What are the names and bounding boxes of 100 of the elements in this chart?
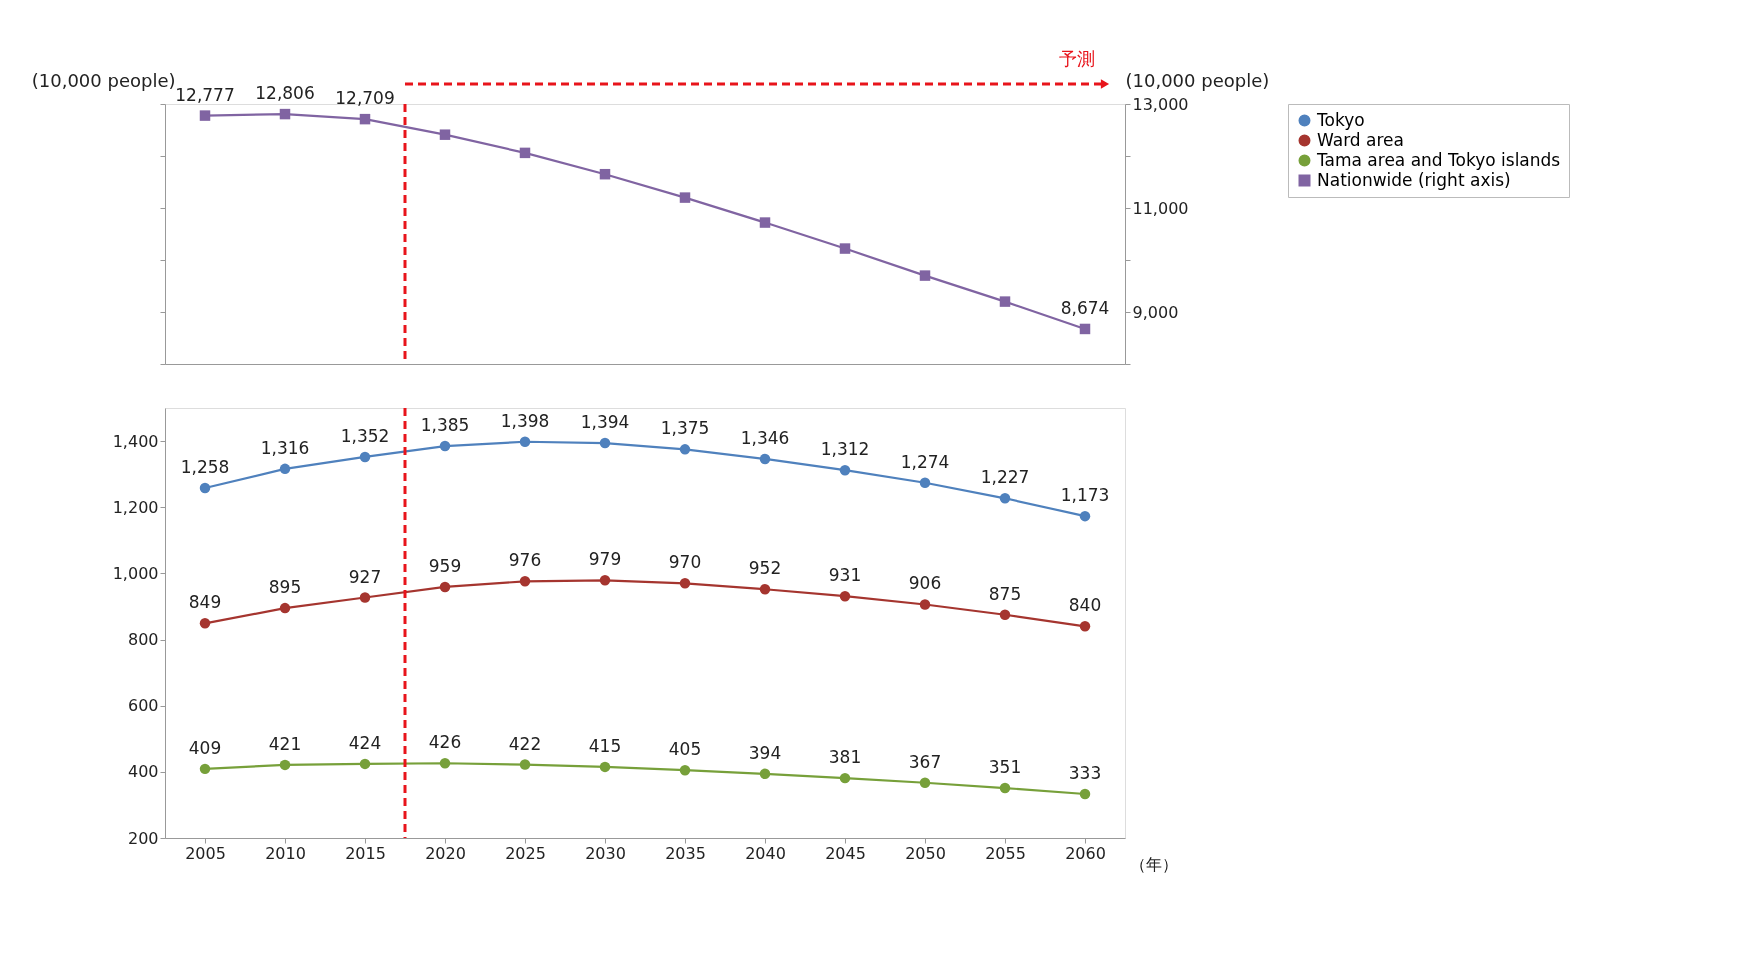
text: 9,000 [1132,302,1179,322]
data-label: 875 [988,583,1022,604]
y-tick-label: 1,000 [112,563,159,583]
point [919,270,931,281]
point [599,575,611,586]
point [679,764,691,776]
ref-line-label: 予測 [1059,48,1095,69]
data-label: 422 [508,733,542,754]
data-label: 1,398 [500,410,550,431]
legend-label: Tokyo [1316,109,1365,130]
data-label: 1,346 [740,427,790,448]
y-tick-label: 400 [127,762,159,782]
data-label: 979 [588,549,622,570]
x-tick-label: 2050 [905,843,946,863]
point [359,758,371,770]
x-tick-label: 2045 [825,843,866,863]
point [759,584,771,595]
point [919,477,931,488]
x-axis-title: （年） [1129,854,1178,874]
data-label: 931 [828,565,862,586]
data-label: 927 [348,566,382,587]
point [439,129,451,140]
x-tick-label: 2040 [745,843,786,863]
point [1079,788,1091,800]
data-label: 405 [668,739,702,760]
y-tick-label: 200 [127,828,159,848]
point [679,192,691,203]
y-tick-label: 600 [127,696,159,716]
data-label: 367 [908,751,942,772]
y-tick-label: 1,200 [112,497,159,517]
point [359,592,371,603]
point [279,463,291,475]
point [199,763,211,775]
data-label: 12,709 [335,88,395,109]
data-label: 959 [428,555,462,576]
data-label: 424 [348,732,382,753]
point [759,453,771,465]
data-label: 1,274 [900,451,950,472]
point [279,602,291,614]
data-label: 415 [588,735,622,756]
data-label: 421 [268,733,302,754]
point [599,761,611,773]
data-label: 1,316 [260,437,310,458]
x-tick-label: 2060 [1065,843,1106,863]
data-label: 1,227 [980,467,1030,488]
data-label: 394 [748,742,782,763]
y2-axis-title: (10,000 people) [1125,69,1270,91]
point [759,217,771,228]
point [759,768,771,780]
data-label: 1,173 [1060,485,1110,506]
point [199,618,211,629]
point [599,168,611,180]
point [199,110,211,121]
point [519,147,531,159]
point [999,296,1011,307]
x-tick-label: 2055 [985,843,1026,863]
data-label: 1,312 [820,439,870,460]
y-tick-label: 1,400 [112,431,159,451]
point [999,782,1011,794]
y-axis-title: (10,000 people) [31,69,176,91]
point [1079,323,1091,335]
point [919,777,931,788]
point [279,759,291,771]
data-label: 1,385 [420,415,470,436]
x-tick-label: 2020 [425,843,466,863]
point [1079,510,1091,522]
point [519,759,531,770]
x-tick-label: 2015 [345,843,386,863]
x-tick-label: 2030 [585,843,626,863]
point [439,758,451,769]
data-label: 351 [988,757,1022,778]
point [199,482,211,494]
data-label: 970 [668,552,702,573]
data-label: 426 [428,732,462,753]
data-label: 381 [828,747,862,768]
data-label: 12,777 [175,84,235,105]
point [359,113,371,125]
data-label: 1,352 [340,425,390,446]
x-tick-label: 2025 [505,843,546,863]
point [599,437,611,449]
data-label: 906 [908,573,942,594]
point [839,772,851,784]
point [1079,621,1091,632]
data-label: 1,394 [580,412,630,433]
legend-label: Tama area and Tokyo islands [1316,149,1561,170]
point [439,440,451,452]
data-label: 1,258 [180,457,230,478]
point [999,493,1011,504]
point [279,108,291,120]
legend-label: Nationwide (right axis) [1317,169,1511,190]
legend-label: Ward area [1317,129,1404,150]
point [519,436,531,447]
data-label: 976 [508,550,542,571]
point [439,581,451,593]
x-tick-label: 2035 [665,843,706,863]
point [839,243,851,254]
data-label: 12,806 [255,83,315,104]
data-label: 409 [188,737,222,758]
point [679,444,691,455]
point [839,464,851,476]
